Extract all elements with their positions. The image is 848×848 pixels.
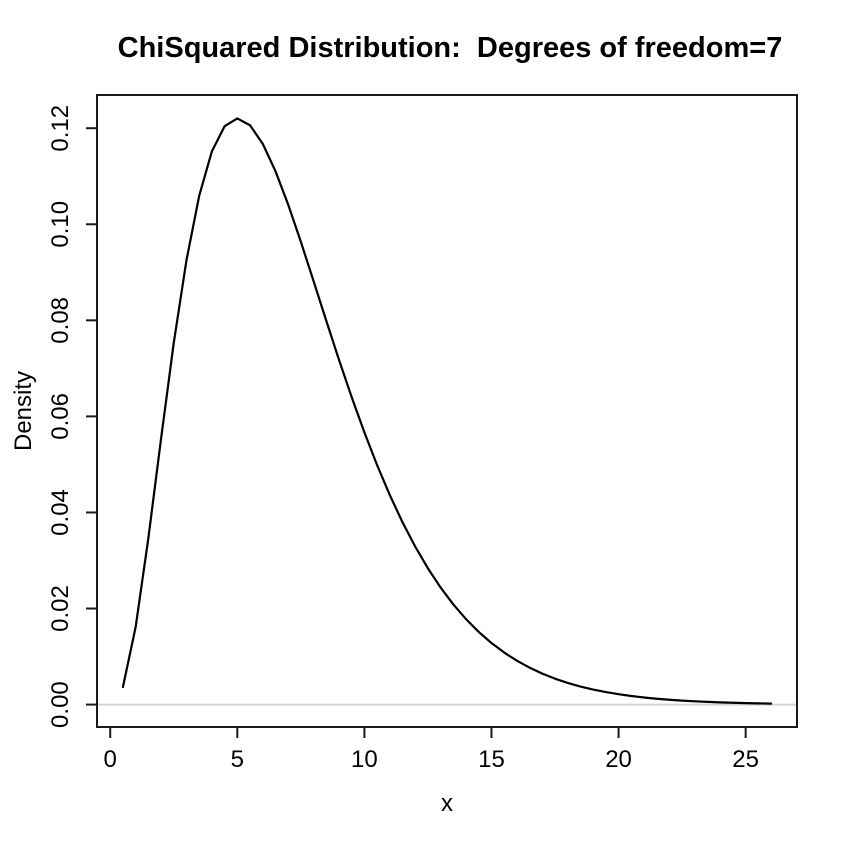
x-tick-label: 15 [478,746,505,773]
y-tick-label: 0.00 [47,681,74,728]
y-tick-label: 0.02 [47,585,74,632]
x-tick-label: 10 [351,746,378,773]
x-tick-label: 25 [732,746,759,773]
y-tick-label: 0.12 [47,105,74,152]
x-axis-title: x [441,790,453,817]
x-tick-label: 20 [605,746,632,773]
y-tick-label: 0.06 [47,393,74,440]
y-axis-title: Density [10,371,37,451]
x-tick-label: 5 [231,746,244,773]
density-curve [121,117,773,705]
density-curve-path [121,117,773,705]
y-tick-label: 0.08 [47,297,74,344]
plot-border [96,94,798,728]
y-tick-label: 0.10 [47,201,74,248]
y-tick-label: 0.04 [47,489,74,536]
x-tick-label: 0 [104,746,117,773]
chart-title: ChiSquared Distribution: Degrees of free… [118,32,783,64]
plot-box [96,94,798,728]
axis-ticks: 0 5 10 15 20 25 0.00 0.02 0.04 0.06 0.08 0.10 0.12 [47,105,759,773]
